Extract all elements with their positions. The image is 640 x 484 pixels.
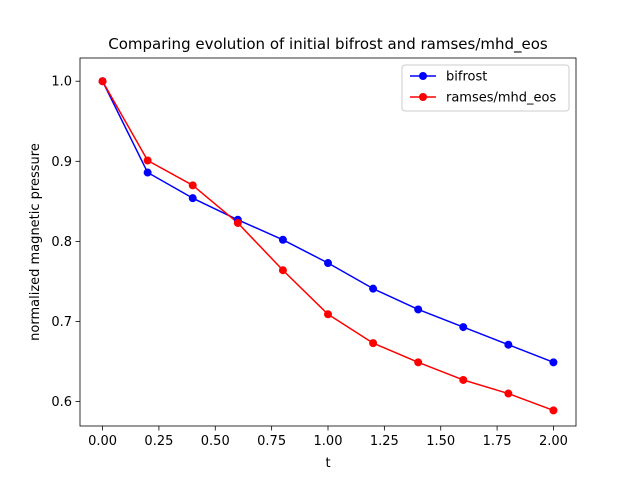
y-tick-label: 0.7 <box>51 315 72 330</box>
y-tick-label: 0.6 <box>51 395 72 410</box>
series-2-point <box>369 339 378 348</box>
series-1-point <box>188 194 197 203</box>
series-1-point <box>369 284 378 293</box>
plot-area: 0.00 0.25 0.50 0.75 1.00 1.25 1.50 1.75 2.00 0.6 0… <box>51 57 577 449</box>
series-2-point <box>188 181 197 190</box>
series-1-point <box>324 259 332 268</box>
legend-marker-1 <box>419 72 427 80</box>
series-2-point <box>459 375 468 384</box>
series-2-point <box>143 156 152 165</box>
x-tick-label: 1.00 <box>314 434 343 449</box>
x-tick-label: 0.75 <box>257 434 286 449</box>
y-axis-label: normalized magnetic pressure <box>28 143 43 341</box>
x-tick-label: 0.00 <box>88 434 117 449</box>
x-axis-label: t <box>325 456 330 471</box>
legend: bifrost ramses/mhd_eos <box>401 64 570 112</box>
series-1-point <box>549 358 558 367</box>
series-2-point <box>324 310 332 319</box>
x-tick-label: 1.75 <box>483 434 512 449</box>
series-2-point <box>414 358 423 367</box>
series-1-point <box>143 168 152 177</box>
x-tick-label: 0.25 <box>144 434 173 449</box>
y-tick-label: 0.9 <box>51 155 72 170</box>
series-1-point <box>459 323 468 332</box>
x-tick-label: 1.50 <box>426 434 455 449</box>
series-2-point <box>504 389 513 398</box>
legend-label-2: ramses/mhd_eos <box>446 91 557 106</box>
chart-title: Comparing evolution of initial bifrost a… <box>108 35 548 54</box>
series-1-point <box>504 340 513 349</box>
series-2-point <box>549 406 558 415</box>
x-tick-label: 2.00 <box>539 434 568 449</box>
series-2-point <box>278 266 287 275</box>
legend-label-1: bifrost <box>446 70 487 85</box>
series-1-point <box>414 305 423 314</box>
x-tick-label: 1.25 <box>370 434 399 449</box>
series-2-point <box>98 77 107 86</box>
series-2-point <box>233 218 242 227</box>
y-tick-label: 1.0 <box>51 75 72 90</box>
legend-box <box>401 64 570 112</box>
series-1-point <box>278 235 287 244</box>
legend-marker-2 <box>419 93 427 101</box>
y-tick-label: 0.8 <box>51 235 72 250</box>
x-tick-label: 0.50 <box>201 434 230 449</box>
